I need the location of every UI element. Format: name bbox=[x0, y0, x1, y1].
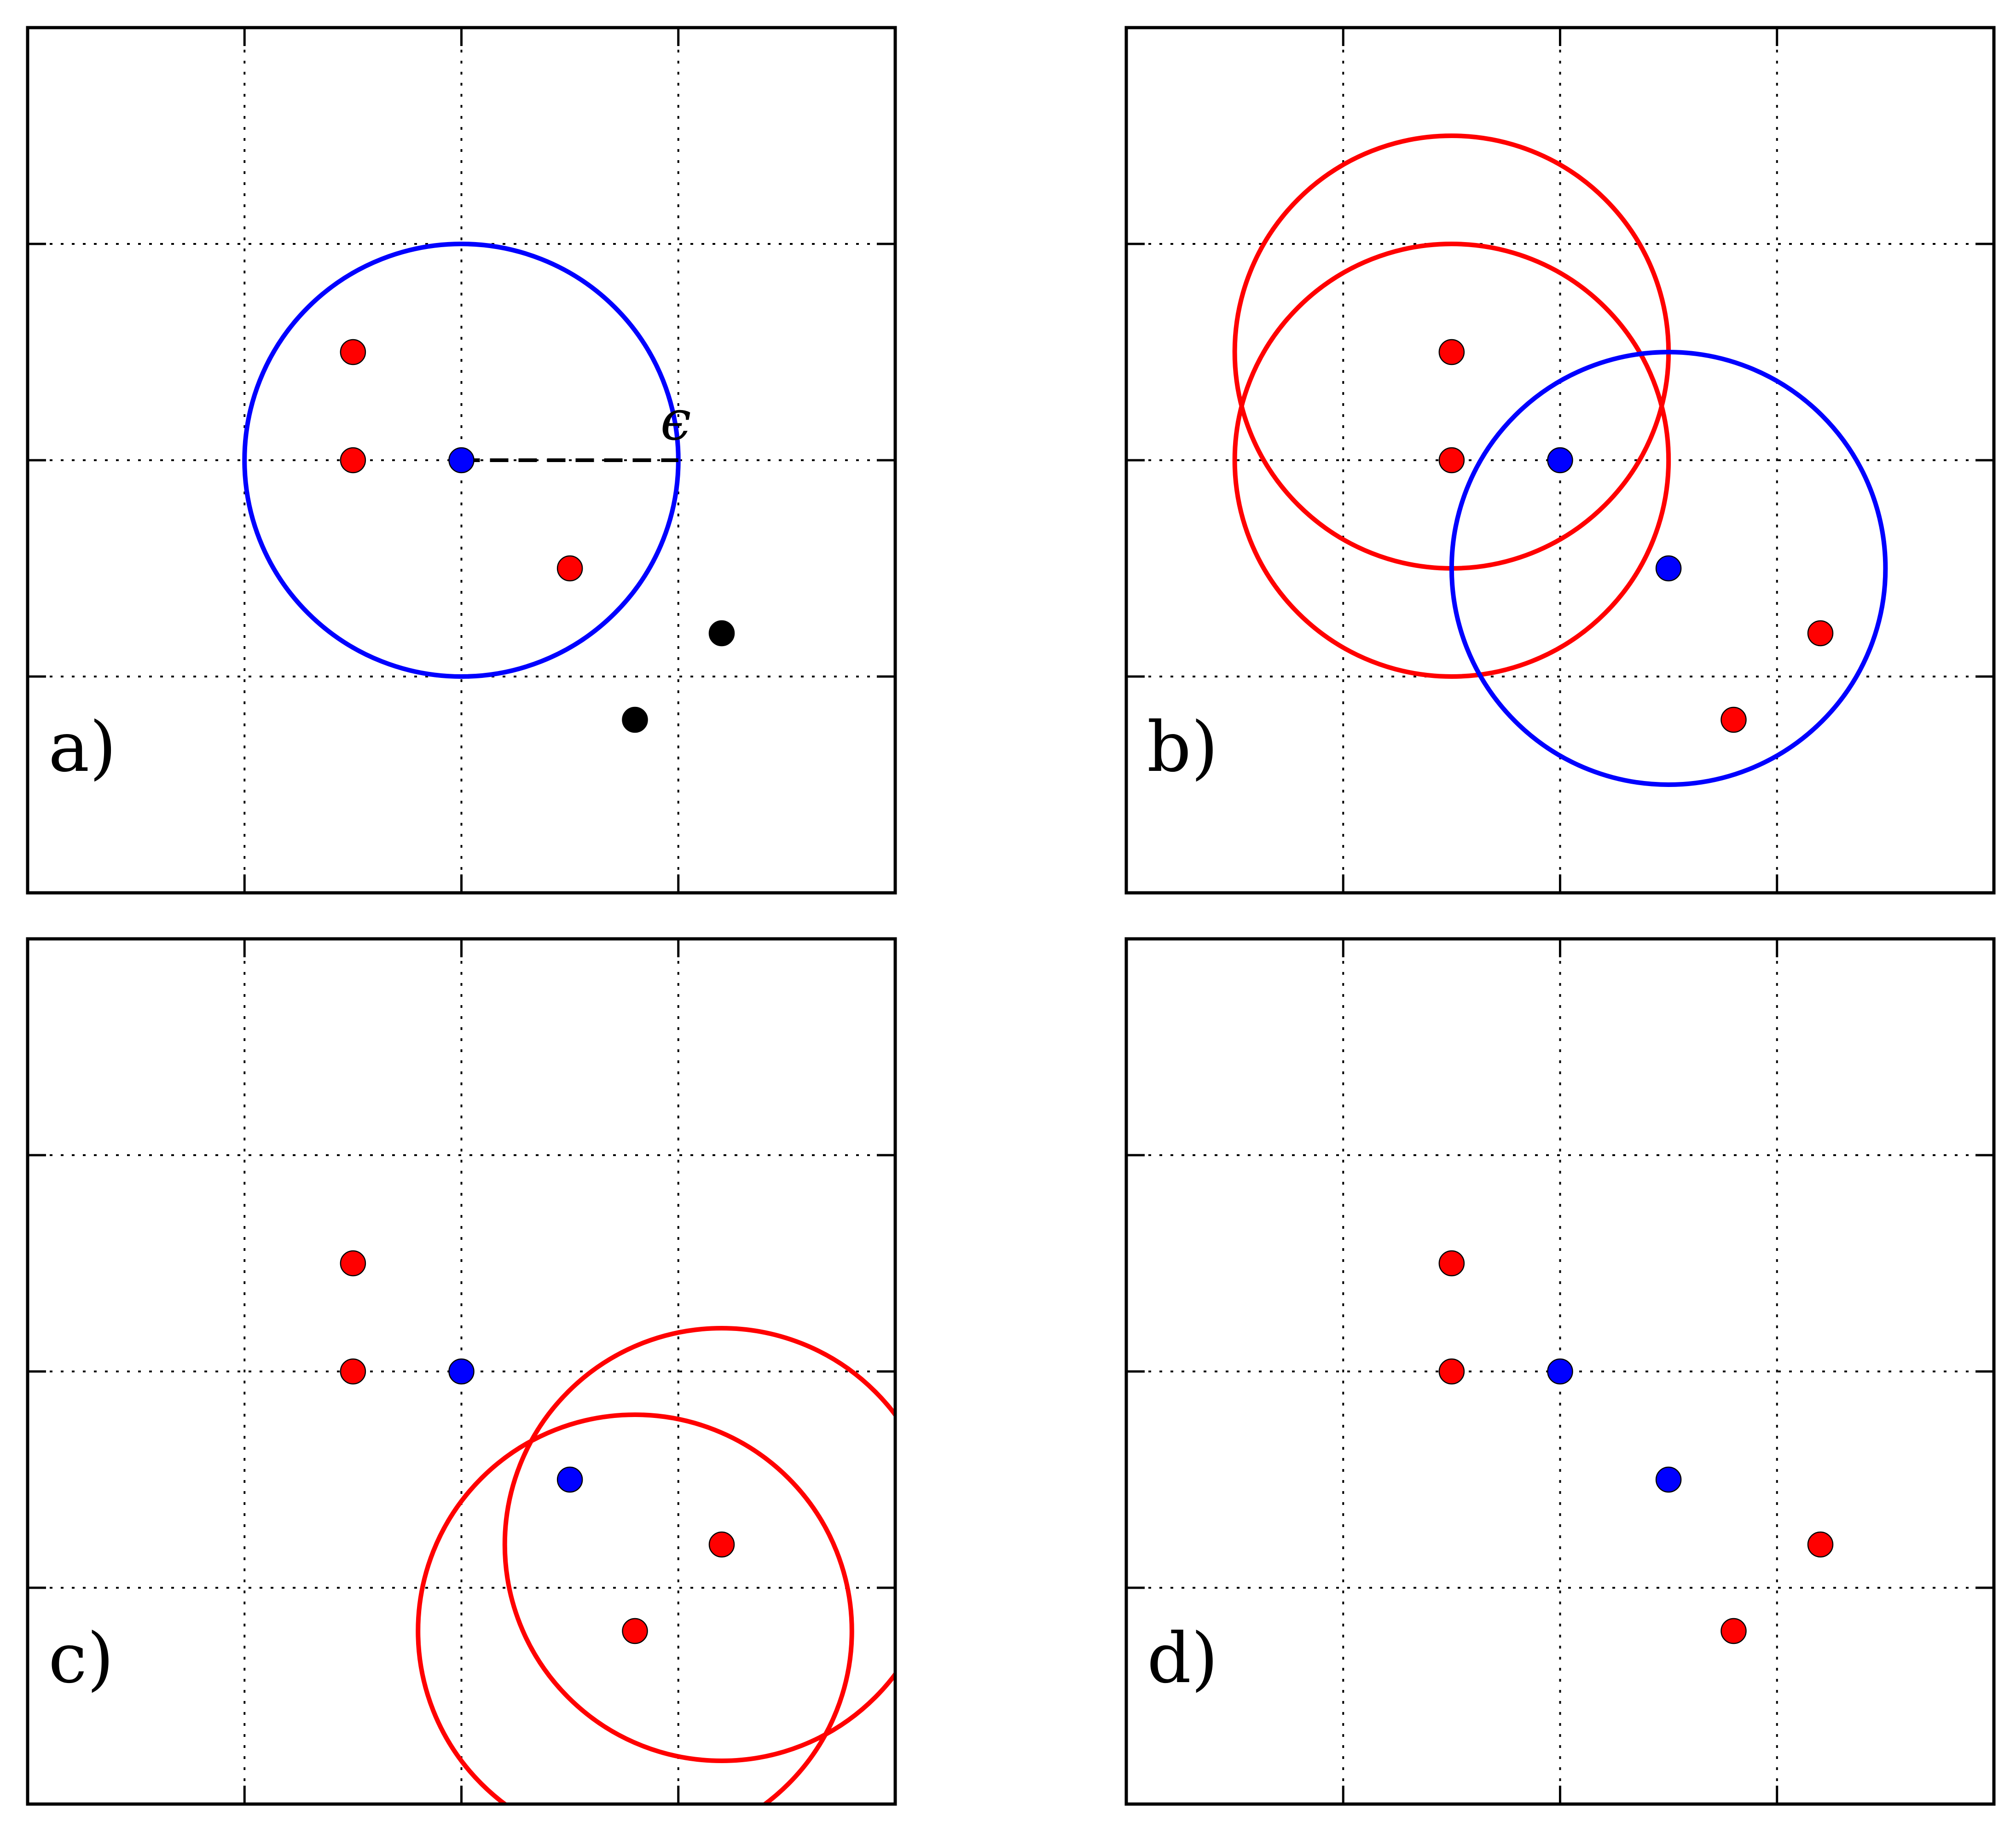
core-point bbox=[1655, 1466, 1682, 1493]
panel-1: ϵ a) bbox=[26, 26, 897, 895]
core-point bbox=[1655, 555, 1682, 582]
panel-label: b) bbox=[1147, 707, 1218, 787]
border-point bbox=[1438, 1250, 1465, 1277]
epsilon-circles bbox=[1232, 133, 1888, 787]
border-point bbox=[556, 555, 583, 582]
core-point bbox=[448, 1358, 475, 1385]
panel-frame bbox=[1124, 937, 1996, 1806]
border-point bbox=[622, 1618, 648, 1644]
border-neighborhood-circle bbox=[416, 1412, 854, 1804]
core-point bbox=[1547, 447, 1573, 474]
panel-frame bbox=[1124, 26, 1996, 895]
core-point bbox=[1547, 1358, 1573, 1385]
unvisited-point bbox=[622, 706, 648, 733]
border-point bbox=[1438, 447, 1465, 474]
unvisited-point bbox=[708, 620, 735, 647]
border-neighborhood-circle bbox=[1232, 242, 1671, 679]
panel-label: a) bbox=[48, 707, 116, 787]
border-point bbox=[1807, 1531, 1834, 1558]
panel-label: d) bbox=[1147, 1619, 1218, 1699]
panel-3: c) bbox=[26, 937, 897, 1806]
border-point bbox=[1807, 620, 1834, 647]
border-point bbox=[1438, 339, 1465, 365]
epsilon-circles bbox=[416, 1326, 895, 1804]
epsilon-label: ϵ bbox=[660, 389, 691, 453]
border-point bbox=[1721, 1618, 1747, 1644]
panel-2: b) bbox=[1124, 26, 1996, 895]
panel-label: c) bbox=[48, 1619, 114, 1699]
border-point bbox=[1721, 706, 1747, 733]
core-neighborhood-circle bbox=[1449, 350, 1888, 787]
panel-frame bbox=[26, 937, 897, 1806]
border-point bbox=[340, 1250, 366, 1277]
panel-frame bbox=[26, 26, 897, 895]
border-point bbox=[708, 1531, 735, 1558]
panel-4: d) bbox=[1124, 937, 1996, 1806]
border-point bbox=[1438, 1358, 1465, 1385]
border-point bbox=[340, 1358, 366, 1385]
core-point bbox=[556, 1466, 583, 1493]
border-neighborhood-circle bbox=[502, 1326, 895, 1763]
border-point bbox=[340, 447, 366, 474]
border-point bbox=[340, 339, 366, 365]
core-point bbox=[448, 447, 475, 474]
